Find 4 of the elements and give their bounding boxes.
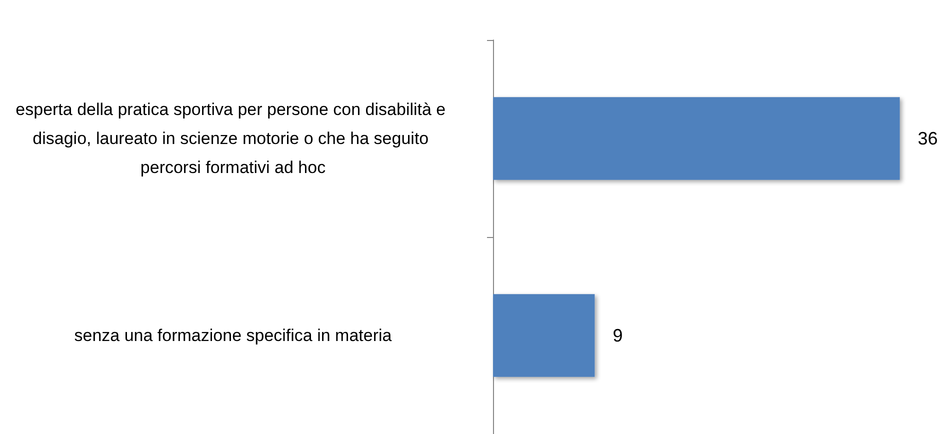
data-label: 36 <box>918 128 938 148</box>
y-tick-label: esperta della pratica sportiva per persone con disabilità e disagio, laureato in scienze motorie o che ha seguito percorsi formativi ad hoc <box>16 100 450 177</box>
y-tick-label: senza una formazione specifica in materia <box>74 326 392 345</box>
data-label: 9 <box>612 326 623 346</box>
